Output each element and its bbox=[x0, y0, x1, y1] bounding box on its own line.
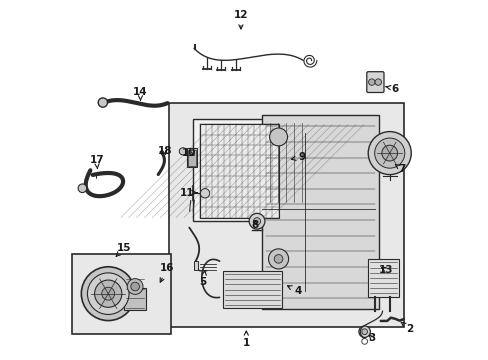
Text: 9: 9 bbox=[291, 152, 305, 162]
Circle shape bbox=[81, 267, 135, 320]
Text: 18: 18 bbox=[157, 146, 172, 156]
Circle shape bbox=[374, 138, 404, 168]
FancyBboxPatch shape bbox=[366, 72, 383, 93]
Bar bbox=[262, 116, 378, 309]
Circle shape bbox=[200, 189, 209, 198]
Circle shape bbox=[98, 98, 107, 107]
Circle shape bbox=[361, 338, 367, 344]
Bar bbox=[188, 149, 196, 166]
Circle shape bbox=[274, 255, 282, 263]
Text: 13: 13 bbox=[378, 265, 393, 275]
Circle shape bbox=[131, 282, 139, 291]
Circle shape bbox=[374, 79, 381, 85]
Circle shape bbox=[358, 326, 369, 337]
Text: 15: 15 bbox=[116, 243, 131, 256]
Bar bbox=[223, 271, 282, 309]
Text: 1: 1 bbox=[242, 331, 249, 348]
Text: 14: 14 bbox=[133, 87, 147, 100]
Bar bbox=[199, 125, 278, 218]
Text: 17: 17 bbox=[89, 155, 104, 168]
Text: 10: 10 bbox=[182, 148, 196, 158]
Circle shape bbox=[127, 279, 142, 294]
Circle shape bbox=[381, 145, 397, 161]
Circle shape bbox=[368, 79, 374, 85]
Bar bbox=[187, 148, 197, 167]
Text: 7: 7 bbox=[394, 164, 405, 174]
Text: 2: 2 bbox=[400, 322, 412, 334]
Text: 5: 5 bbox=[199, 271, 206, 287]
Text: 12: 12 bbox=[233, 10, 247, 29]
Text: 3: 3 bbox=[367, 333, 375, 343]
Circle shape bbox=[253, 218, 260, 225]
Bar bbox=[194, 261, 198, 270]
Circle shape bbox=[249, 213, 264, 229]
Circle shape bbox=[268, 249, 288, 269]
Text: 16: 16 bbox=[160, 263, 174, 282]
Bar bbox=[169, 103, 403, 327]
Text: 8: 8 bbox=[251, 220, 258, 230]
Text: 11: 11 bbox=[180, 188, 197, 198]
Bar bbox=[72, 253, 171, 334]
Text: 4: 4 bbox=[287, 286, 302, 296]
Circle shape bbox=[179, 148, 186, 155]
Bar bbox=[192, 119, 287, 221]
Circle shape bbox=[102, 287, 115, 300]
Circle shape bbox=[367, 132, 410, 175]
Circle shape bbox=[78, 184, 86, 193]
Text: 6: 6 bbox=[385, 84, 398, 94]
Circle shape bbox=[361, 329, 367, 334]
Circle shape bbox=[87, 273, 129, 315]
Circle shape bbox=[94, 280, 122, 307]
Bar bbox=[367, 259, 398, 297]
Circle shape bbox=[269, 128, 287, 146]
Bar bbox=[124, 288, 145, 310]
